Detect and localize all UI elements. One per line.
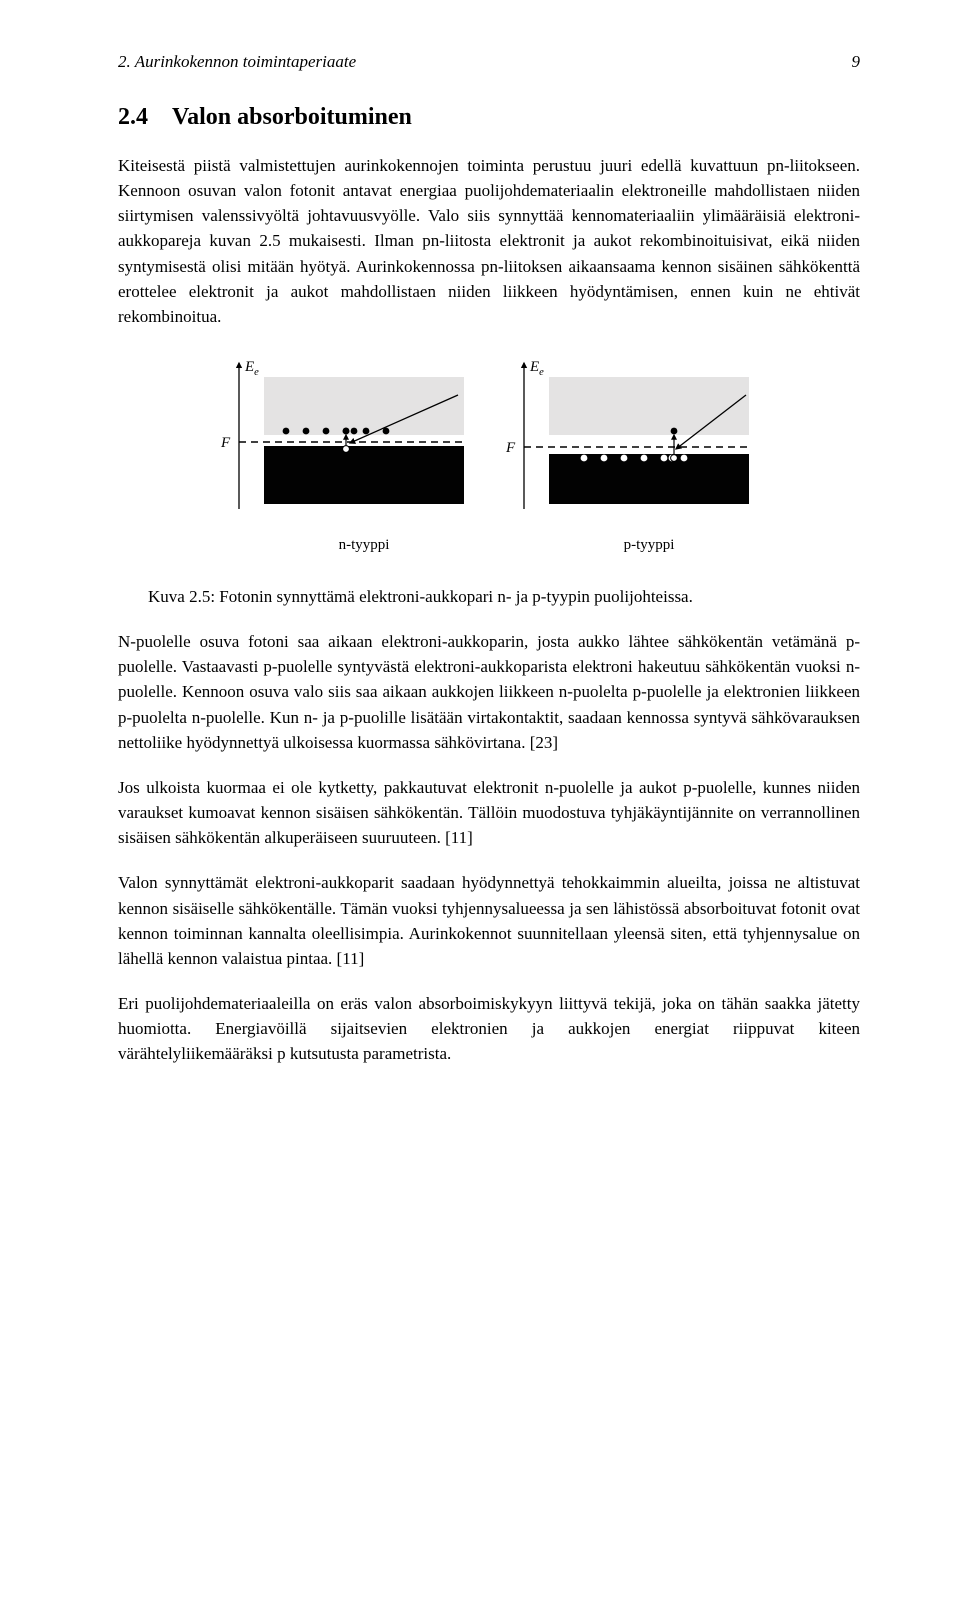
section-heading: 2.4 Valon absorboituminen	[118, 104, 860, 131]
paragraph-1: Kiteisestä piistä valmistettujen aurinko…	[118, 153, 860, 329]
svg-text:F: F	[505, 440, 516, 456]
svg-text:F: F	[220, 435, 231, 451]
section-title: Valon absorboituminen	[172, 104, 412, 130]
section-number: 2.4	[118, 104, 148, 131]
running-header: 2. Aurinkokennon toimintaperiaate 9	[118, 52, 860, 72]
paragraph-4: Valon synnyttämät elektroni-aukkoparit s…	[118, 870, 860, 971]
svg-text:Ee: Ee	[244, 359, 259, 378]
paragraph-5: Eri puolijohdemateriaaleilla on eräs val…	[118, 991, 860, 1066]
paragraph-2: N-puolelle osuva fotoni saa aikaan elekt…	[118, 629, 860, 755]
svg-text:p-tyyppi: p-tyyppi	[624, 537, 675, 553]
paragraph-3: Jos ulkoista kuormaa ei ole kytketty, pa…	[118, 775, 860, 850]
svg-text:Ee: Ee	[529, 359, 544, 378]
svg-text:n-tyyppi: n-tyyppi	[339, 537, 390, 553]
figure-2-5: Ee Fn-tyyppi Ee Fp-tyyppi	[118, 349, 860, 579]
figure-caption: Kuva 2.5: Fotonin synnyttämä elektroni-a…	[148, 587, 860, 607]
band-diagram-svg: Ee Fn-tyyppi Ee Fp-tyyppi	[194, 349, 784, 579]
page: 2. Aurinkokennon toimintaperiaate 9 2.4 V…	[0, 0, 960, 1106]
running-title: 2. Aurinkokennon toimintaperiaate	[118, 52, 356, 72]
page-number: 9	[852, 52, 861, 72]
